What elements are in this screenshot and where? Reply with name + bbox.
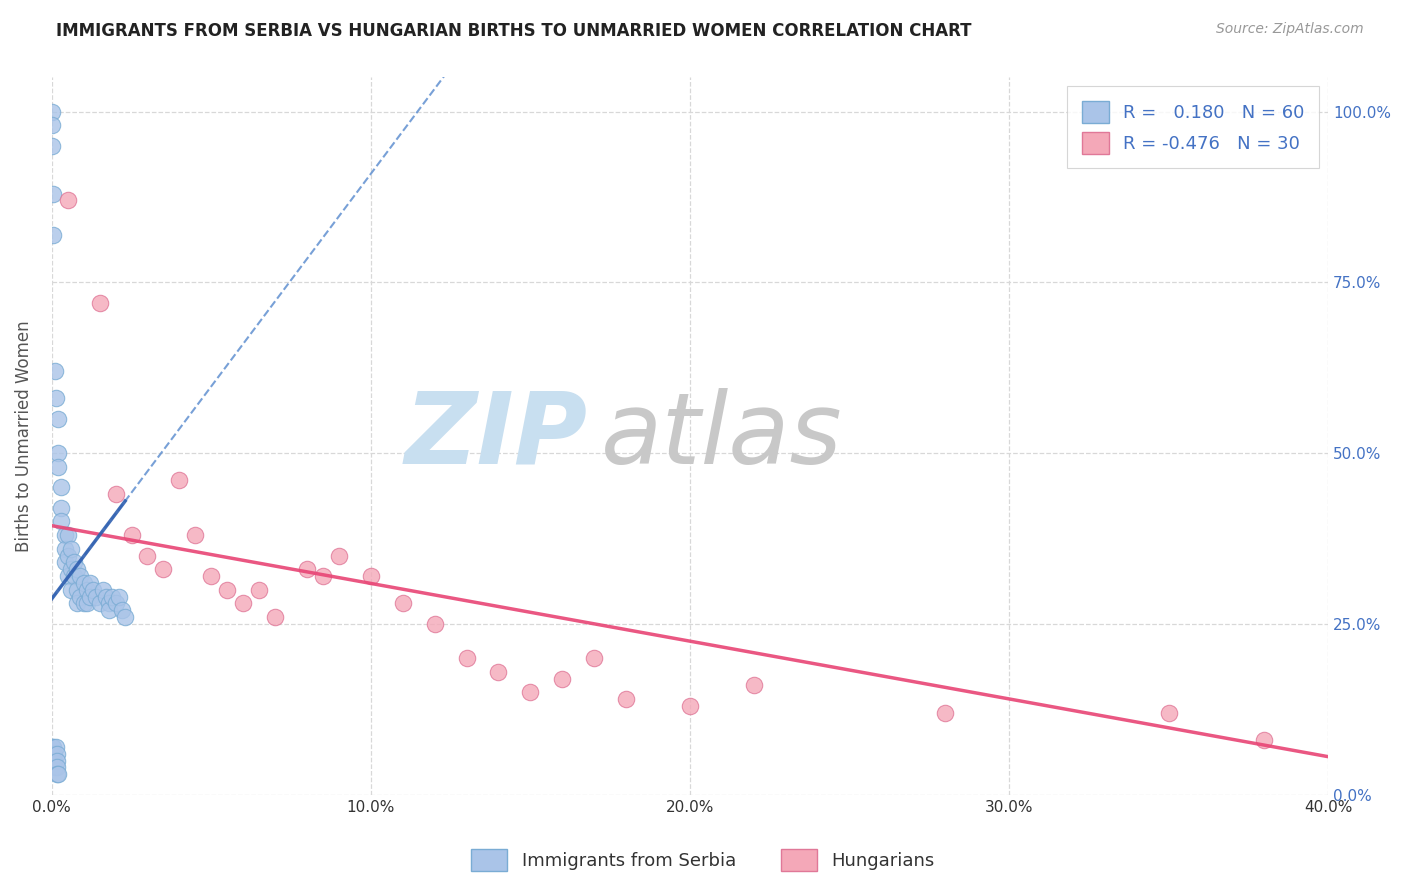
Point	[46, 767, 69, 781]
Point	[114, 610, 136, 624]
Point	[41, 739, 63, 754]
Point	[217, 582, 239, 597]
Point	[69, 569, 91, 583]
Point	[89, 296, 111, 310]
Point	[73, 596, 96, 610]
Text: atlas: atlas	[600, 387, 842, 484]
Point	[76, 582, 98, 597]
Point	[232, 596, 254, 610]
Point	[456, 651, 478, 665]
Point	[98, 603, 121, 617]
Point	[488, 665, 510, 679]
Point	[42, 747, 65, 761]
Point	[51, 515, 73, 529]
Point	[66, 562, 89, 576]
Point	[63, 569, 86, 583]
Point	[45, 747, 67, 761]
Point	[46, 760, 69, 774]
Point	[79, 576, 101, 591]
Text: Source: ZipAtlas.com: Source: ZipAtlas.com	[1216, 22, 1364, 37]
Point	[107, 590, 129, 604]
Point	[46, 767, 69, 781]
Point	[1253, 733, 1275, 747]
Point	[1157, 706, 1180, 720]
Point	[41, 186, 63, 201]
Point	[45, 739, 67, 754]
Point	[51, 480, 73, 494]
Point	[41, 118, 63, 132]
Legend: Immigrants from Serbia, Hungarians: Immigrants from Serbia, Hungarians	[464, 842, 942, 879]
Point	[89, 596, 111, 610]
Point	[42, 227, 65, 242]
Point	[56, 194, 79, 208]
Point	[82, 582, 104, 597]
Point	[53, 556, 76, 570]
Point	[53, 541, 76, 556]
Point	[583, 651, 606, 665]
Legend: R =   0.180   N = 60, R = -0.476   N = 30: R = 0.180 N = 60, R = -0.476 N = 30	[1067, 87, 1319, 169]
Point	[423, 616, 446, 631]
Point	[56, 549, 79, 563]
Y-axis label: Births to Unmarried Women: Births to Unmarried Women	[15, 320, 32, 552]
Point	[391, 596, 413, 610]
Point	[679, 698, 702, 713]
Point	[200, 569, 222, 583]
Text: IMMIGRANTS FROM SERBIA VS HUNGARIAN BIRTHS TO UNMARRIED WOMEN CORRELATION CHART: IMMIGRANTS FROM SERBIA VS HUNGARIAN BIRT…	[56, 22, 972, 40]
Point	[312, 569, 335, 583]
Text: ZIP: ZIP	[405, 387, 588, 484]
Point	[614, 692, 637, 706]
Point	[360, 569, 382, 583]
Point	[45, 754, 67, 768]
Point	[91, 582, 114, 597]
Point	[59, 582, 82, 597]
Point	[41, 747, 63, 761]
Point	[53, 528, 76, 542]
Point	[63, 556, 86, 570]
Point	[45, 392, 67, 406]
Point	[136, 549, 159, 563]
Point	[44, 364, 66, 378]
Point	[264, 610, 287, 624]
Point	[98, 596, 121, 610]
Point	[94, 590, 117, 604]
Point	[46, 446, 69, 460]
Point	[46, 412, 69, 426]
Point	[66, 582, 89, 597]
Point	[76, 596, 98, 610]
Point	[66, 596, 89, 610]
Point	[152, 562, 174, 576]
Point	[59, 541, 82, 556]
Point	[101, 590, 124, 604]
Point	[41, 754, 63, 768]
Point	[69, 590, 91, 604]
Point	[44, 760, 66, 774]
Point	[184, 528, 207, 542]
Point	[73, 576, 96, 591]
Point	[519, 685, 541, 699]
Point	[56, 569, 79, 583]
Point	[121, 528, 143, 542]
Point	[328, 549, 350, 563]
Point	[79, 590, 101, 604]
Point	[86, 590, 108, 604]
Point	[44, 754, 66, 768]
Point	[46, 459, 69, 474]
Point	[247, 582, 270, 597]
Point	[51, 500, 73, 515]
Point	[41, 138, 63, 153]
Point	[295, 562, 318, 576]
Point	[41, 104, 63, 119]
Point	[42, 739, 65, 754]
Point	[742, 678, 765, 692]
Point	[59, 562, 82, 576]
Point	[56, 528, 79, 542]
Point	[551, 672, 574, 686]
Point	[111, 603, 134, 617]
Point	[104, 487, 127, 501]
Point	[169, 474, 191, 488]
Point	[104, 596, 127, 610]
Point	[934, 706, 956, 720]
